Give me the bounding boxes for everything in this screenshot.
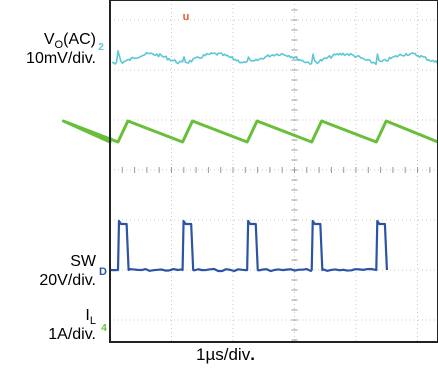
vo-channel-label: VO(AC) 10mV/div. — [0, 30, 96, 68]
sw-channel-scale: 20V/div. — [39, 272, 96, 289]
trigger-marker: u — [183, 11, 190, 23]
sw-channel-label: SW 20V/div. — [0, 252, 96, 290]
timebase-label: 1µs/div. — [196, 345, 255, 364]
il-channel-label: IL 1A/div. — [0, 306, 96, 344]
oscilloscope-screen: u 2 D 4 — [61, 0, 438, 343]
sw-trace — [108, 219, 389, 273]
il-channel-marker: 4 — [101, 323, 107, 334]
vo-ac-trace — [111, 50, 438, 66]
vo-channel-name: VO(AC) — [43, 31, 96, 51]
sw-channel-name: SW — [70, 253, 96, 270]
il-channel-name: IL — [85, 307, 96, 327]
vo-channel-scale: 10mV/div. — [26, 50, 96, 67]
il-trace — [61, 119, 438, 144]
screen-border — [109, 0, 438, 343]
il-channel-scale: 1A/div. — [48, 326, 96, 343]
sw-channel-marker: D — [99, 266, 107, 278]
vo-channel-marker: 2 — [98, 42, 104, 53]
scope-center-ticks — [109, 0, 431, 341]
